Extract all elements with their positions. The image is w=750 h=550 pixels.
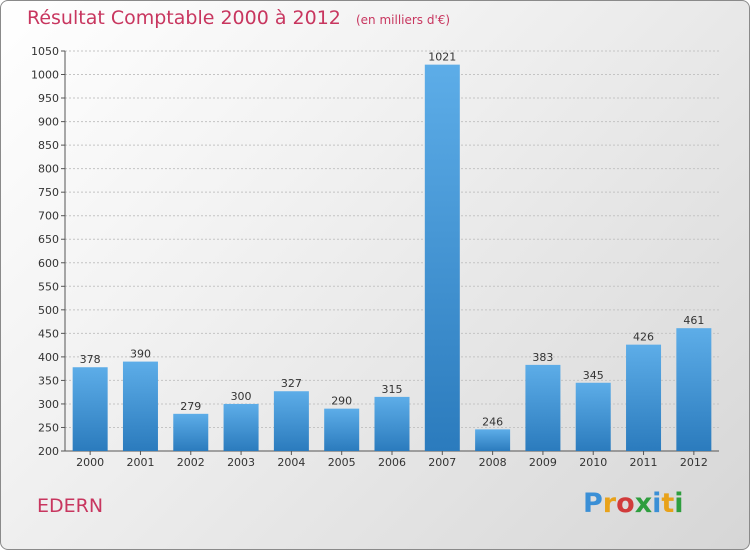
logo-letter: P — [583, 488, 603, 519]
data-label-2002: 279 — [180, 400, 201, 413]
data-label-2000: 378 — [80, 353, 101, 366]
x-tick-label-2004: 2004 — [277, 456, 305, 469]
y-tick-label: 1000 — [31, 69, 59, 82]
bar-2010 — [575, 382, 611, 451]
bar-2002 — [173, 413, 209, 451]
logo-letter: r — [602, 488, 617, 519]
bar-2008 — [475, 429, 511, 451]
proxiti-logo: Proxiti — [583, 488, 684, 519]
data-label-2008: 246 — [482, 415, 503, 428]
y-tick-label: 600 — [38, 257, 59, 270]
data-label-2005: 290 — [331, 395, 352, 408]
chart-subtitle: (en milliers d'€) — [355, 13, 451, 27]
y-tick-label: 1050 — [31, 45, 59, 58]
bar-2000 — [72, 367, 108, 451]
x-tick-label-2006: 2006 — [378, 456, 406, 469]
x-tick-label-2012: 2012 — [680, 456, 708, 469]
x-tick-label-2005: 2005 — [328, 456, 356, 469]
data-label-2004: 327 — [281, 377, 302, 390]
y-tick-label: 550 — [38, 280, 59, 293]
x-tick-label-2001: 2001 — [126, 456, 154, 469]
x-tick-label-2011: 2011 — [630, 456, 658, 469]
y-tick-label: 250 — [38, 421, 59, 434]
data-label-2009: 383 — [532, 351, 553, 364]
logo-letter: i — [674, 488, 684, 519]
x-tick-label-2000: 2000 — [76, 456, 104, 469]
bar-2003 — [223, 403, 259, 451]
y-tick-label: 400 — [38, 351, 59, 364]
title-block: Résultat Comptable 2000 à 2012 (en milli… — [27, 7, 450, 29]
y-tick-label: 650 — [38, 233, 59, 246]
data-label-2001: 390 — [130, 348, 151, 361]
chart-title: Résultat Comptable 2000 à 2012 — [27, 7, 341, 29]
data-label-2006: 315 — [382, 383, 403, 396]
y-tick-label: 750 — [38, 186, 59, 199]
data-label-2010: 345 — [583, 369, 604, 382]
y-tick-label: 500 — [38, 304, 59, 317]
y-tick-label: 700 — [38, 210, 59, 223]
commune-name: EDERN — [37, 495, 104, 517]
data-label-2007: 1021 — [428, 51, 456, 64]
y-tick-label: 850 — [38, 139, 59, 152]
bar-2012 — [676, 328, 712, 451]
y-tick-label: 900 — [38, 116, 59, 129]
logo-letter: x — [634, 488, 653, 519]
bar-2011 — [626, 344, 662, 451]
logo-letter: t — [661, 488, 675, 519]
bar-2005 — [324, 408, 360, 451]
x-tick-label-2003: 2003 — [227, 456, 255, 469]
y-tick-label: 200 — [38, 445, 59, 458]
x-tick-label-2002: 2002 — [177, 456, 205, 469]
data-label-2003: 300 — [231, 390, 252, 403]
data-label-2012: 461 — [683, 314, 704, 327]
bar-2007 — [424, 64, 460, 451]
x-tick-label-2007: 2007 — [428, 456, 456, 469]
x-tick-label-2009: 2009 — [529, 456, 557, 469]
logo-letter: i — [652, 488, 662, 519]
bar-2001 — [122, 361, 158, 451]
y-tick-label: 950 — [38, 92, 59, 105]
bar-2009 — [525, 364, 561, 451]
bar-2006 — [374, 396, 410, 451]
y-tick-label: 800 — [38, 163, 59, 176]
y-tick-label: 450 — [38, 327, 59, 340]
y-tick-label: 350 — [38, 374, 59, 387]
y-tick-label: 300 — [38, 398, 59, 411]
x-tick-label-2010: 2010 — [579, 456, 607, 469]
bar-2004 — [273, 391, 309, 451]
data-label-2011: 426 — [633, 331, 654, 344]
x-tick-label-2008: 2008 — [479, 456, 507, 469]
logo-letter: o — [616, 488, 635, 519]
